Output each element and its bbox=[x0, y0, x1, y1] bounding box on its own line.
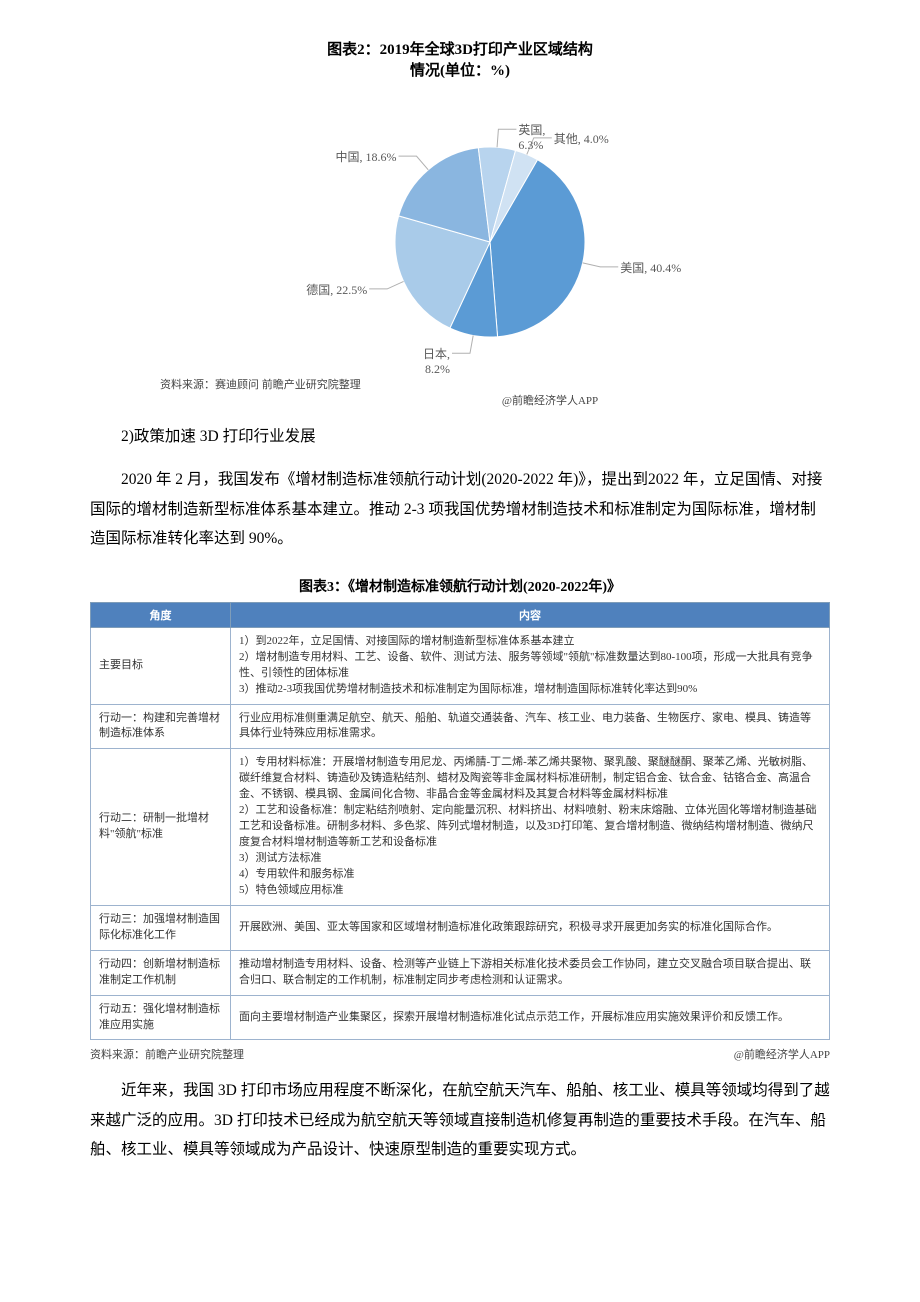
table-row: 行动四：创新增材制造标准制定工作机制推动增材制造专用材料、设备、检测等产业链上下… bbox=[91, 950, 830, 995]
table-cell-angle: 行动四：创新增材制造标准制定工作机制 bbox=[91, 950, 231, 995]
table-cell-content: 推动增材制造专用材料、设备、检测等产业链上下游相关标准化技术委员会工作协同，建立… bbox=[231, 950, 830, 995]
table3-footer: 资料来源：前瞻产业研究院整理 @前瞻经济学人APP bbox=[90, 1046, 830, 1062]
table-row: 行动一：构建和完善增材制造标准体系行业应用标准侧重满足航空、航天、船舶、轨道交通… bbox=[91, 704, 830, 749]
table-cell-angle: 主要目标 bbox=[91, 627, 231, 704]
table-cell-angle: 行动三：加强增材制造国际化标准化工作 bbox=[91, 905, 231, 950]
chart2-source: 资料来源：赛迪顾问 前瞻产业研究院整理 bbox=[160, 376, 830, 392]
chart2-block: 图表2：2019年全球3D打印产业区域结构 情况(单位：%) 美国, 40.4%… bbox=[90, 40, 830, 408]
table3-col0: 角度 bbox=[91, 602, 231, 627]
table3-source: 资料来源：前瞻产业研究院整理 bbox=[90, 1046, 244, 1062]
paragraph-2: 2020 年 2 月，我国发布《增材制造标准领航行动计划(2020-2022 年… bbox=[90, 465, 830, 553]
paragraph-3: 近年来，我国 3D 打印市场应用程度不断深化，在航空航天汽车、船舶、核工业、模具… bbox=[90, 1076, 830, 1164]
table3-header-row: 角度 内容 bbox=[91, 602, 830, 627]
pie-label-其他: 其他, 4.0% bbox=[554, 130, 609, 147]
table-cell-content: 开展欧洲、美国、亚太等国家和区域增材制造标准化政策跟踪研究，积极寻求开展更加务实… bbox=[231, 905, 830, 950]
table3-title: 图表3：《增材制造标准领航行动计划(2020-2022年)》 bbox=[90, 576, 830, 596]
pie-label-日本: 日本, 8.2% bbox=[423, 345, 450, 377]
table-cell-content: 1）到2022年，立足国情、对接国际的增材制造新型标准体系基本建立 2）增材制造… bbox=[231, 627, 830, 704]
pie-label-美国: 美国, 40.4% bbox=[620, 259, 681, 276]
pie-label-英国: 英国, 6.3% bbox=[518, 121, 545, 153]
table-cell-content: 1）专用材料标准：开展增材制造专用尼龙、丙烯腈-丁二烯-苯乙烯共聚物、聚乳酸、聚… bbox=[231, 749, 830, 905]
table-cell-angle: 行动一：构建和完善增材制造标准体系 bbox=[91, 704, 231, 749]
table3: 角度 内容 主要目标1）到2022年，立足国情、对接国际的增材制造新型标准体系基… bbox=[90, 602, 830, 1041]
table3-app: @前瞻经济学人APP bbox=[734, 1046, 830, 1062]
pie-label-中国: 中国, 18.6% bbox=[336, 148, 397, 165]
chart2-title-l2: 情况(单位：%) bbox=[410, 63, 510, 79]
table-row: 主要目标1）到2022年，立足国情、对接国际的增材制造新型标准体系基本建立 2）… bbox=[91, 627, 830, 704]
chart2-app-note: @前瞻经济学人APP bbox=[270, 392, 830, 408]
table-cell-content: 面向主要增材制造产业集聚区，探索开展增材制造标准化试点示范工作，开展标准应用实施… bbox=[231, 995, 830, 1040]
chart2-title: 图表2：2019年全球3D打印产业区域结构 情况(单位：%) bbox=[90, 40, 830, 82]
table-cell-angle: 行动二：研制一批增材料"领航"标准 bbox=[91, 749, 231, 905]
table-row: 行动三：加强增材制造国际化标准化工作开展欧洲、美国、亚太等国家和区域增材制造标准… bbox=[91, 905, 830, 950]
pie-chart: 美国, 40.4%日本, 8.2%德国, 22.5%中国, 18.6%英国, 6… bbox=[290, 92, 630, 372]
table-row: 行动二：研制一批增材料"领航"标准1）专用材料标准：开展增材制造专用尼龙、丙烯腈… bbox=[91, 749, 830, 905]
table3-col1: 内容 bbox=[231, 602, 830, 627]
chart2-title-l1: 图表2：2019年全球3D打印产业区域结构 bbox=[327, 42, 593, 58]
pie-label-德国: 德国, 22.5% bbox=[306, 281, 367, 298]
paragraph-1: 2)政策加速 3D 打印行业发展 bbox=[90, 422, 830, 451]
table-row: 行动五：强化增材制造标准应用实施面向主要增材制造产业集聚区，探索开展增材制造标准… bbox=[91, 995, 830, 1040]
table-cell-angle: 行动五：强化增材制造标准应用实施 bbox=[91, 995, 231, 1040]
table-cell-content: 行业应用标准侧重满足航空、航天、船舶、轨道交通装备、汽车、核工业、电力装备、生物… bbox=[231, 704, 830, 749]
